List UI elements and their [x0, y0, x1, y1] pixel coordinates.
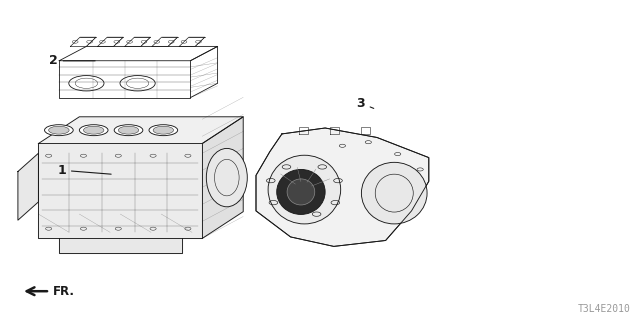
Ellipse shape [83, 126, 104, 134]
Ellipse shape [79, 125, 108, 136]
Ellipse shape [149, 125, 178, 136]
Polygon shape [202, 117, 243, 238]
Ellipse shape [45, 125, 73, 136]
Ellipse shape [362, 162, 427, 224]
Ellipse shape [268, 155, 340, 224]
Ellipse shape [153, 126, 173, 134]
Polygon shape [256, 128, 429, 246]
Text: 1: 1 [57, 164, 111, 177]
Ellipse shape [276, 170, 325, 214]
Text: 2: 2 [49, 54, 95, 67]
Ellipse shape [287, 179, 315, 205]
Text: 3: 3 [356, 97, 374, 109]
Polygon shape [38, 144, 202, 238]
Ellipse shape [49, 126, 69, 134]
Polygon shape [18, 153, 38, 220]
Ellipse shape [114, 125, 143, 136]
Ellipse shape [118, 126, 139, 134]
Polygon shape [38, 117, 243, 144]
Text: T3L4E2010: T3L4E2010 [577, 304, 630, 314]
Polygon shape [59, 238, 182, 253]
Text: FR.: FR. [52, 285, 74, 298]
Ellipse shape [206, 148, 247, 207]
